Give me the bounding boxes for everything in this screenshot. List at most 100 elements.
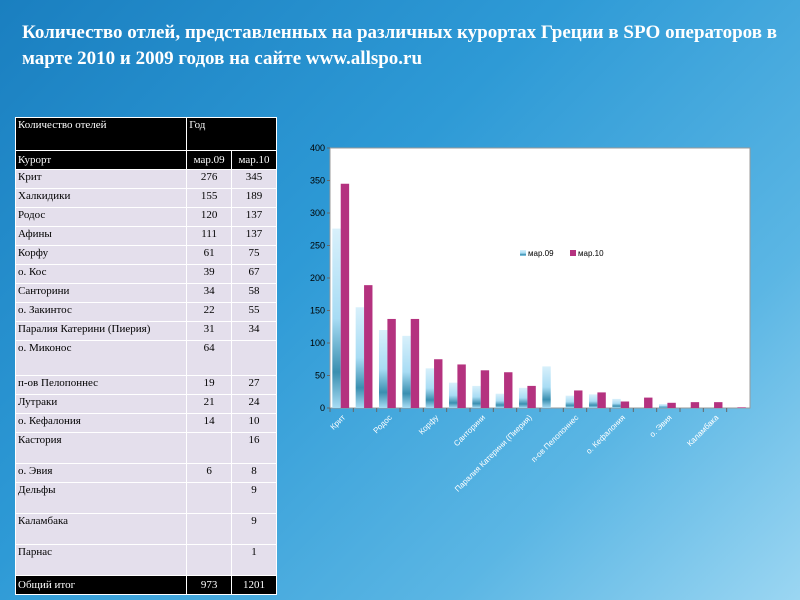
value-cell [186,482,233,514]
resort-cell: Афины [14,226,188,246]
resort-cell: Дельфы [14,482,188,514]
value-cell: 34 [231,321,277,341]
table-row: Дельфы 9 [14,482,277,514]
bar-мар.09 [379,330,388,408]
value-cell: 120 [186,207,233,227]
bar-chart: 0 50 100 150 200 250 300 350 400 Крит Родос Корфу Са… [310,143,751,494]
value-cell: 58 [231,283,277,303]
table-header-row: Курорт мар.09 мар.10 [14,150,277,170]
slide-title: Количество отлей, представленных на разл… [22,22,777,69]
x-tick-label: Корфу [417,413,440,436]
legend-label: мар.09 [528,249,554,258]
table-row: Родос 120 137 [14,207,277,227]
total-cell: 1201 [231,575,277,595]
resort-cell: Лутраки [14,394,188,414]
bar-мар.09 [449,382,458,408]
resort-cell: Парнас [14,544,188,576]
value-cell: 34 [186,283,233,303]
table-row: о. Эвия 6 8 [14,463,277,483]
value-cell: 137 [231,207,277,227]
table-row: о. Закинтос 22 55 [14,302,277,322]
resort-cell: Санторини [14,283,188,303]
x-tick-label: о. Кефалония [584,413,627,456]
x-tick-label: о. Эвия [648,413,674,439]
table-row: Парнас 1 [14,544,277,576]
bar-мар.10 [714,402,723,408]
value-cell: 27 [231,375,277,395]
value-cell: 8 [231,463,277,483]
value-cell: 19 [186,375,233,395]
value-cell [186,432,233,464]
value-cell: 22 [186,302,233,322]
y-tick-label: 400 [310,143,325,153]
bar-мар.09 [542,366,551,408]
bar-мар.09 [472,385,481,408]
bar-мар.10 [504,372,513,408]
value-cell: 10 [231,413,277,433]
value-cell: 155 [186,188,233,208]
value-cell: 137 [231,226,277,246]
table-header-row: Количество отелей Год [14,117,277,151]
bar-мар.09 [355,307,365,408]
resort-cell: о. Закинтос [14,302,188,322]
value-cell: 61 [186,245,233,265]
value-cell: 55 [231,302,277,322]
bar-мар.09 [402,335,411,408]
bar-мар.09 [612,398,621,408]
bar-мар.10 [480,370,490,408]
value-cell: 14 [186,413,233,433]
resort-cell: о. Кефалония [14,413,188,433]
value-cell: 111 [186,226,233,246]
table-row: Халкидики 155 189 [14,188,277,208]
value-cell: 1 [231,544,277,576]
table-row: Крит 276 345 [14,169,277,189]
header-cell: Курорт [14,150,188,170]
bar-мар.09 [565,395,575,408]
value-cell: 9 [231,513,277,545]
bar-мар.10 [527,385,536,408]
header-cell: Количество отелей [14,117,188,151]
bar-мар.09 [659,404,668,408]
table-row: Санторини 34 58 [14,283,277,303]
bar-мар.10 [410,318,420,408]
x-tick-label: Паралия Катерини (Пиерия) [453,413,534,494]
plot-area [329,147,751,409]
hotels-table: Количество отелей Год Курорт мар.09 мар.… [14,117,277,595]
x-tick-label: Каламбака [685,413,720,448]
bar-мар.10 [737,407,746,408]
legend-label: мар.10 [578,249,604,258]
value-cell: 67 [231,264,277,284]
header-cell: мар.09 [186,150,233,170]
legend-swatch [570,250,576,256]
bar-мар.09 [495,393,505,408]
value-cell: 24 [231,394,277,414]
resort-cell: Каламбака [14,513,188,545]
bar-мар.10 [340,183,350,408]
bar-мар.10 [620,401,630,408]
bar-мар.10 [364,285,373,408]
y-tick-label: 150 [310,306,325,316]
value-cell: 75 [231,245,277,265]
bar-мар.09 [425,368,435,408]
bar-мар.10 [597,392,606,408]
y-tick-label: 100 [310,338,325,348]
header-cell: мар.10 [231,150,277,170]
y-tick-label: 350 [310,176,325,186]
resort-cell: о. Миконос [14,340,188,376]
value-cell [231,340,277,376]
bar-мар.09 [519,387,528,408]
table-row: о. Миконос 64 [14,340,277,376]
table-row: Корфу 61 75 [14,245,277,265]
x-tick-label: Санторини [452,413,487,448]
value-cell: 31 [186,321,233,341]
y-tick-label: 250 [310,241,325,251]
resort-cell: о. Эвия [14,463,188,483]
value-cell: 276 [186,169,233,189]
value-cell: 39 [186,264,233,284]
value-cell: 21 [186,394,233,414]
total-cell: 973 [186,575,233,595]
bar-мар.10 [644,397,653,408]
table-row: Паралия Катерини (Пиерия) 31 34 [14,321,277,341]
value-cell [186,544,233,576]
y-tick-label: 300 [310,208,325,218]
